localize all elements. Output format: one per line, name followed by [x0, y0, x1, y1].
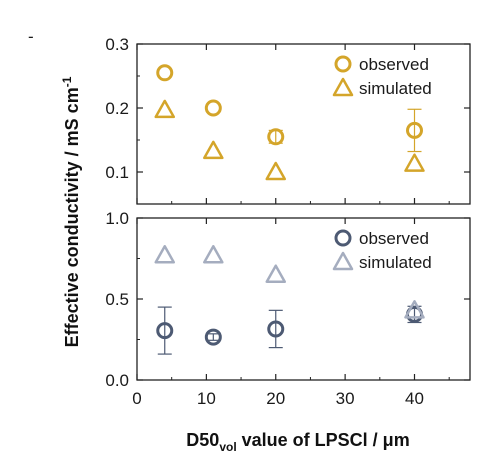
top-observed-point: [156, 64, 174, 82]
x-axis-title: D50vol value of LPSCl / μm: [186, 430, 409, 454]
y-axis-title-sup: -1: [60, 76, 74, 87]
bottom-legend-label-simulated: simulated: [359, 253, 432, 272]
bottom-x-tick-label: 10: [197, 389, 216, 408]
top-observed-point: [406, 121, 423, 139]
bottom-x-tick-label: 30: [336, 389, 355, 408]
top-legend-marker-simulated: [332, 77, 354, 97]
bottom-x-tick-label: 40: [405, 389, 424, 408]
stray-mark: -: [28, 27, 34, 46]
top-simulated-point: [265, 161, 286, 181]
top-y-tick-label: 0.3: [105, 35, 129, 54]
bottom-simulated-point: [203, 245, 224, 264]
x-axis-title-sub: vol: [219, 440, 236, 454]
top-panel-frame: [136, 43, 471, 205]
top-legend-label-observed: observed: [359, 55, 429, 74]
top-legend-marker-observed: [334, 55, 352, 73]
x-axis-title-main: D50: [186, 430, 219, 450]
bottom-observed-point: [267, 320, 285, 338]
y-axis-title: Effective conductivity / mS cm-1: [60, 76, 82, 347]
bottom-observed-point: [156, 322, 174, 340]
top-observed-point: [204, 99, 222, 117]
bottom-panel: 0 10 20 30 40 0.0 0.5 1.0 observed simulated: [105, 209, 470, 408]
top-simulated-point: [203, 140, 224, 160]
bottom-y-tick-label: 1.0: [105, 209, 129, 228]
bottom-y-tick-label: 0.0: [105, 371, 129, 390]
top-y-tick-label: 0.2: [105, 99, 129, 118]
bottom-observed-point: [204, 328, 222, 346]
bottom-legend-label-observed: observed: [359, 229, 429, 248]
top-observed-point: [267, 128, 285, 146]
y-axis-title-main: Effective conductivity / mS cm: [62, 87, 82, 347]
bottom-x-tick-label: 20: [266, 389, 285, 408]
top-legend-label-simulated: simulated: [359, 79, 432, 98]
bottom-simulated-point: [154, 245, 175, 264]
bottom-y-tick-label: 0.5: [105, 290, 129, 309]
top-simulated-point: [404, 153, 425, 172]
bottom-simulated-point: [404, 300, 425, 319]
top-simulated-point: [154, 99, 175, 119]
top-panel: 0.1 0.2 0.3 observed simulated: [105, 35, 470, 205]
top-y-tick-label: 0.1: [105, 163, 129, 182]
bottom-legend-marker-observed: [334, 229, 352, 247]
bottom-legend-marker-simulated: [332, 251, 354, 271]
bottom-simulated-point: [265, 264, 286, 283]
x-axis-title-rest: value of LPSCl / μm: [237, 430, 410, 450]
bottom-x-tick-label: 0: [132, 389, 141, 408]
